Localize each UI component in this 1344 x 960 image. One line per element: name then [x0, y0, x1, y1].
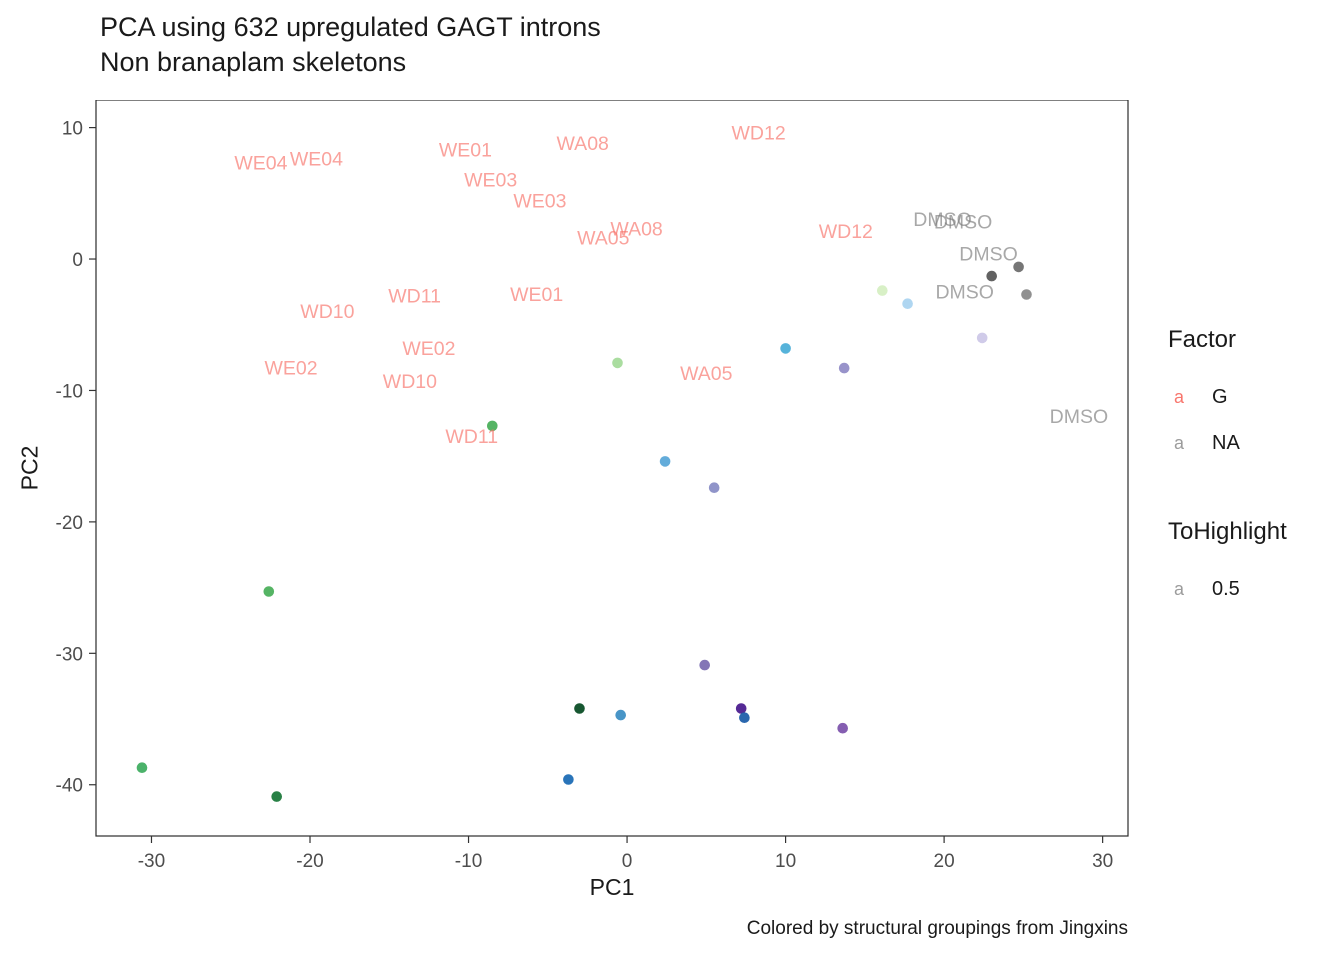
svg-text:DMSO: DMSO [913, 209, 972, 231]
svg-text:DMSO: DMSO [959, 243, 1018, 265]
svg-text:WE02: WE02 [264, 358, 317, 380]
svg-text:-40: -40 [56, 776, 83, 797]
legend-item-tohighlight-05: a 0.5 [1168, 566, 1338, 612]
svg-text:WE01: WE01 [439, 139, 492, 161]
svg-text:30: 30 [1092, 851, 1113, 872]
legend-factor-title: Factor [1168, 326, 1237, 353]
svg-text:WD11: WD11 [388, 285, 441, 307]
svg-text:DMSO: DMSO [935, 281, 994, 303]
text-geom-key-icon: a [1173, 432, 1184, 453]
svg-text:0: 0 [622, 851, 633, 872]
svg-text:-10: -10 [56, 381, 83, 402]
legend-tohighlight-title: ToHighlight [1168, 518, 1287, 545]
svg-text:DMSO: DMSO [934, 212, 993, 234]
svg-text:DMSO: DMSO [1050, 406, 1109, 428]
svg-text:WE02: WE02 [402, 338, 455, 360]
chart-title: PCA using 632 upregulated GAGT introns [100, 12, 601, 42]
legend-item-factor-na: a NA [1168, 420, 1338, 466]
x-axis-title: PC1 [589, 874, 635, 900]
svg-text:WD12: WD12 [732, 122, 786, 144]
svg-text:-20: -20 [56, 513, 83, 534]
text-geom-key-icon: a [1173, 386, 1184, 407]
svg-text:WA05: WA05 [680, 363, 733, 385]
svg-text:-30: -30 [138, 851, 165, 872]
chart-subtitle: Non branaplam skeletons [100, 47, 407, 77]
svg-text:WE01: WE01 [510, 284, 563, 306]
y-axis-title: PC2 [16, 445, 43, 491]
chart-caption: Colored by structural groupings from Jin… [746, 918, 1128, 939]
svg-text:WA08: WA08 [557, 133, 609, 155]
legend-item-label: G [1212, 385, 1228, 408]
legend-spacer [1168, 466, 1338, 518]
legend-item-label: NA [1212, 431, 1240, 454]
svg-text:WD10: WD10 [383, 371, 437, 393]
text-geom-key-icon: a [1173, 578, 1184, 599]
svg-text:-10: -10 [455, 851, 482, 872]
svg-text:WE04: WE04 [234, 153, 287, 175]
svg-text:WE03: WE03 [464, 170, 517, 192]
svg-text:WE03: WE03 [513, 191, 566, 213]
legend-item-label: 0.5 [1212, 577, 1240, 600]
pca-scatter-plot: -30 -20 -10 0 10 20 30 10 0 -10 -20 -30 -40 WE04 WE04 W… [56, 100, 1129, 872]
svg-text:-30: -30 [56, 644, 83, 665]
svg-text:WD10: WD10 [300, 301, 354, 323]
legend: Factor a G a NA ToHighlight a 0.5 [1168, 326, 1338, 612]
svg-text:10: 10 [775, 851, 796, 872]
svg-text:20: 20 [934, 851, 955, 872]
svg-text:WA05: WA05 [577, 228, 630, 250]
svg-text:-20: -20 [296, 851, 323, 872]
svg-text:WA08: WA08 [610, 218, 662, 240]
svg-text:WD12: WD12 [819, 221, 873, 243]
svg-text:0: 0 [72, 250, 83, 271]
svg-text:WE04: WE04 [290, 149, 343, 171]
legend-item-factor-g: a G [1168, 374, 1338, 420]
svg-text:WD11: WD11 [445, 426, 498, 448]
svg-text:10: 10 [62, 119, 83, 140]
